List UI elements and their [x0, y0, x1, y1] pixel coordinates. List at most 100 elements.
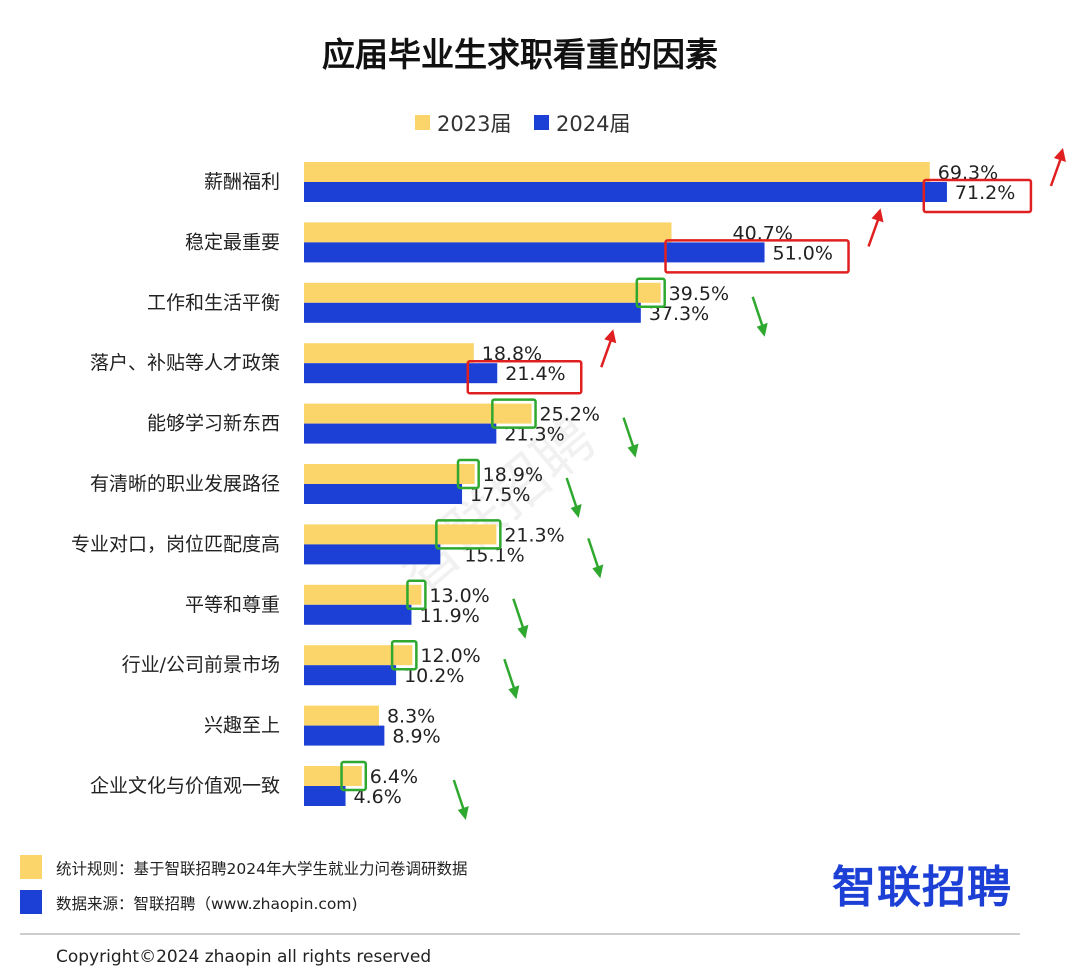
highlight-box-down-cat-7 [406, 579, 427, 611]
value-label-2024-cat-10: 4.6% [354, 786, 402, 808]
highlight-box-down-cat-6 [435, 519, 502, 550]
value-label-2024-cat-6: 15.1% [464, 544, 524, 566]
value-label-2024-cat-8: 10.2% [404, 665, 464, 687]
trend-arrow-down-cat-8 [503, 658, 516, 690]
value-label-2023-cat-7: 13.0% [429, 585, 489, 607]
footer-rule: 统计规则：基于智联招聘2024年大学生就业力问卷调研数据 [56, 860, 467, 878]
value-label-2024-cat-1: 51.0% [773, 242, 833, 264]
value-label-2024-cat-3: 21.4% [505, 363, 565, 385]
trend-arrowhead-down-cat-7 [517, 624, 529, 639]
bar-2023-cat-0 [304, 162, 930, 182]
value-label-2023-cat-6: 21.3% [504, 524, 564, 546]
bar-2023-cat-8 [304, 645, 413, 666]
value-label-2023-cat-4: 25.2% [540, 404, 600, 426]
bar-2024-cat-6 [304, 544, 441, 565]
trend-arrow-down-cat-10 [452, 779, 465, 811]
highlight-box-down-cat-2 [635, 277, 666, 309]
highlight-box-up-cat-0 [922, 178, 1033, 214]
value-label-2023-cat-1: 40.7% [733, 222, 793, 244]
legend-label-2023: 2023届 [437, 112, 511, 136]
bar-2024-cat-10 [304, 786, 346, 806]
trend-arrowhead-down-cat-6 [592, 564, 604, 579]
bar-2023-cat-5 [304, 464, 475, 484]
trend-arrowhead-down-cat-4 [627, 443, 639, 458]
bar-2024-cat-2 [304, 302, 641, 323]
trend-arrowhead-down-cat-2 [756, 322, 768, 337]
bar-2023-cat-2 [304, 282, 661, 303]
bar-2023-cat-4 [304, 403, 532, 424]
value-label-2024-cat-9: 8.9% [392, 726, 440, 748]
highlight-box-down-cat-5 [456, 458, 480, 490]
footer-source: 数据来源：智联招聘（www.zhaopin.com) [56, 895, 358, 913]
highlight-box-down-cat-4 [491, 398, 537, 429]
trend-arrow-up-cat-1 [867, 217, 880, 247]
value-label-2024-cat-2: 37.3% [649, 303, 709, 325]
bar-2023-cat-10 [304, 766, 362, 786]
category-label-cat-5: 有清晰的职业发展路径 [90, 473, 280, 495]
chart-title: 应届毕业生求职看重的因素 [322, 35, 718, 74]
legend-label-2024: 2024届 [556, 112, 630, 136]
brand-logo: 智联招聘 [832, 862, 1012, 913]
bar-2023-cat-6 [304, 524, 497, 545]
value-label-2024-cat-7: 11.9% [419, 605, 479, 627]
value-label-2023-cat-5: 18.9% [483, 464, 543, 486]
value-label-2023-cat-3: 18.8% [482, 343, 542, 365]
highlight-box-up-cat-1 [664, 239, 850, 274]
value-label-2024-cat-0: 71.2% [955, 182, 1015, 204]
highlight-box-down-cat-10 [340, 760, 368, 792]
trend-arrowhead-down-cat-10 [457, 806, 469, 820]
value-label-2023-cat-0: 69.3% [938, 162, 998, 184]
category-label-cat-6: 专业对口，岗位匹配度高 [71, 533, 280, 555]
category-label-cat-2: 工作和生活平衡 [147, 292, 280, 314]
category-label-cat-0: 薪酬福利 [204, 171, 280, 193]
trend-arrow-up-cat-3 [600, 338, 613, 368]
trend-arrowhead-up-cat-1 [871, 208, 884, 223]
bar-2024-cat-7 [304, 604, 412, 625]
footer-swatch-blue [20, 890, 42, 914]
value-label-2023-cat-10: 6.4% [370, 766, 418, 788]
bar-2024-cat-3 [304, 363, 498, 384]
category-label-cat-1: 稳定最重要 [185, 231, 280, 253]
trend-arrowhead-up-cat-0 [1053, 148, 1066, 162]
bar-2023-cat-3 [304, 343, 474, 364]
bar-2023-cat-9 [304, 705, 379, 726]
value-label-2023-cat-2: 39.5% [669, 283, 729, 305]
trend-arrow-down-cat-7 [512, 598, 525, 630]
category-label-cat-7: 平等和尊重 [185, 594, 280, 616]
trend-arrow-down-cat-2 [751, 296, 764, 328]
footer-notes: 统计规则：基于智联招聘2024年大学生就业力问卷调研数据 数据来源：智联招聘（w… [20, 855, 467, 914]
trend-arrowhead-up-cat-3 [604, 329, 617, 344]
trend-arrowhead-down-cat-5 [570, 504, 582, 518]
bar-2024-cat-1 [304, 242, 765, 263]
trend-arrowhead-down-cat-8 [508, 685, 520, 700]
bar-2024-cat-8 [304, 665, 397, 686]
trend-arrow-up-cat-0 [1049, 157, 1063, 187]
value-label-2023-cat-8: 12.0% [420, 645, 480, 667]
category-label-cat-9: 兴趣至上 [204, 715, 280, 737]
legend: 2023届 2024届 [415, 112, 630, 136]
footer-swatch-yellow [20, 855, 42, 879]
value-label-2024-cat-5: 17.5% [470, 484, 530, 506]
category-label-cat-3: 落户、补贴等人才政策 [90, 352, 280, 374]
category-label-cat-8: 行业/公司前景市场 [122, 654, 280, 676]
bar-2024-cat-4 [304, 423, 497, 444]
highlight-box-down-cat-8 [390, 639, 418, 671]
bar-2024-cat-0 [304, 182, 947, 202]
legend-swatch-2024 [534, 115, 549, 130]
value-label-2023-cat-9: 8.3% [387, 706, 435, 728]
trend-arrow-down-cat-6 [587, 538, 600, 569]
bar-2024-cat-5 [304, 484, 463, 504]
plot-area: 薪酬福利 69.3%71.2% 稳定最重要 40.7%51.0% 工作和生活平衡 39.5… [71, 148, 1066, 820]
bar-2023-cat-1 [304, 222, 672, 243]
value-label-2024-cat-4: 21.3% [504, 424, 564, 446]
category-label-cat-4: 能够学习新东西 [147, 413, 280, 435]
category-label-cat-10: 企业文化与价值观一致 [90, 775, 280, 797]
trend-arrow-down-cat-5 [565, 477, 578, 509]
legend-swatch-2023 [415, 115, 430, 130]
bar-2023-cat-7 [304, 584, 422, 605]
copyright-text: Copyright©2024 zhaopin all rights reserv… [56, 947, 431, 967]
highlight-box-up-cat-3 [466, 359, 583, 395]
bar-2024-cat-9 [304, 725, 385, 746]
trend-arrow-down-cat-4 [622, 417, 635, 448]
